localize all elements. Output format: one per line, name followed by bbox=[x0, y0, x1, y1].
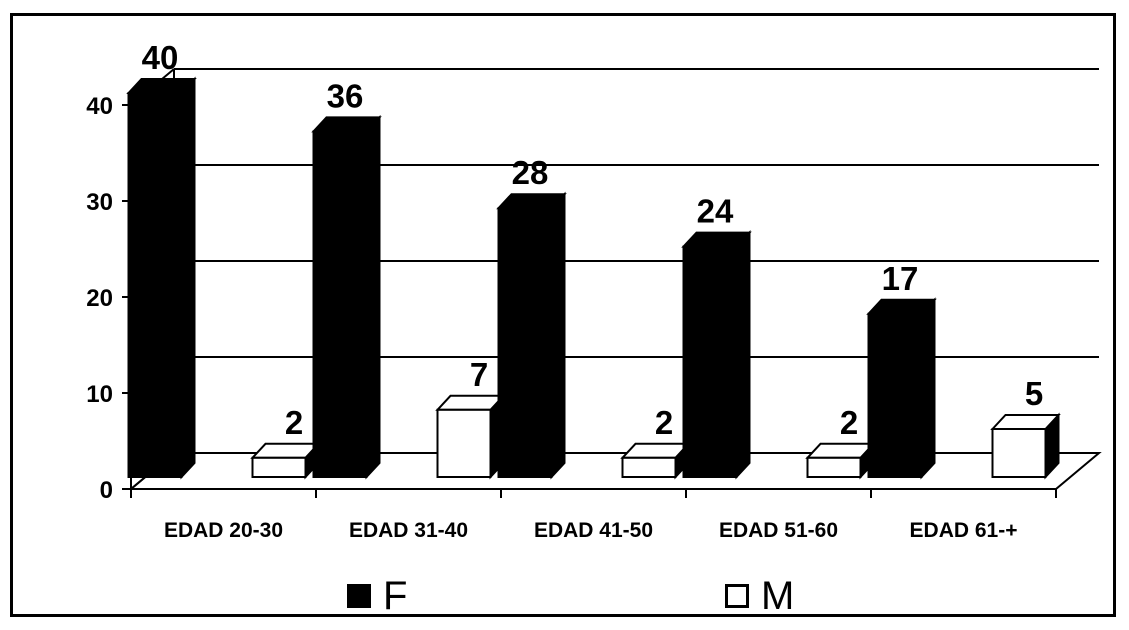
bar-top bbox=[250, 442, 321, 459]
bar bbox=[251, 456, 307, 478]
bar-side bbox=[735, 230, 751, 480]
data-label: 2 bbox=[655, 404, 673, 441]
legend-item-m: M bbox=[725, 576, 794, 616]
x-tick-label: EDAD 51-60 bbox=[719, 519, 838, 542]
data-label: 17 bbox=[882, 260, 919, 297]
bar-side bbox=[550, 191, 566, 480]
x-tick-label: EDAD 31-40 bbox=[349, 519, 468, 542]
bar-top bbox=[311, 116, 382, 133]
legend-item-f: F bbox=[347, 576, 407, 616]
bar-side bbox=[920, 297, 936, 480]
x-tick-label: EDAD 20-30 bbox=[164, 519, 283, 542]
legend-label-m: M bbox=[761, 574, 795, 618]
bar-top bbox=[866, 298, 937, 315]
bar-top bbox=[435, 394, 506, 411]
bar-top bbox=[990, 414, 1061, 430]
bar-top bbox=[681, 231, 752, 248]
legend: F M bbox=[0, 576, 1129, 626]
bar bbox=[127, 92, 183, 478]
bar bbox=[312, 130, 368, 478]
data-label: 2 bbox=[285, 404, 303, 441]
bar bbox=[682, 245, 738, 478]
bar-top bbox=[805, 442, 876, 459]
y-tick-label: 30 bbox=[86, 189, 113, 216]
data-label: 28 bbox=[512, 154, 549, 191]
x-tick-label: EDAD 41-50 bbox=[534, 519, 653, 542]
bar bbox=[497, 207, 553, 478]
data-label: 7 bbox=[470, 356, 488, 393]
bar bbox=[806, 456, 862, 478]
y-tick-label: 20 bbox=[86, 285, 113, 312]
bar-top bbox=[620, 442, 691, 459]
y-tick-label: 10 bbox=[86, 381, 113, 408]
bar bbox=[867, 312, 923, 478]
data-label: 5 bbox=[1025, 375, 1043, 412]
bar-side bbox=[365, 114, 381, 480]
bar bbox=[991, 428, 1047, 478]
data-label: 36 bbox=[327, 77, 364, 114]
legend-swatch-m bbox=[725, 584, 749, 608]
bar-top bbox=[126, 78, 197, 94]
bar bbox=[436, 408, 492, 478]
bar bbox=[621, 456, 677, 478]
y-tick-label: 40 bbox=[86, 93, 113, 120]
legend-label-f: F bbox=[383, 574, 408, 618]
data-label: 40 bbox=[142, 39, 179, 76]
data-label: 2 bbox=[840, 404, 858, 441]
y-tick-label: 0 bbox=[100, 477, 113, 504]
legend-swatch-f bbox=[347, 584, 371, 608]
x-tick-label: EDAD 61-+ bbox=[910, 519, 1018, 542]
data-label: 24 bbox=[697, 193, 734, 230]
bar-side bbox=[180, 76, 196, 480]
bar-top bbox=[496, 193, 567, 210]
